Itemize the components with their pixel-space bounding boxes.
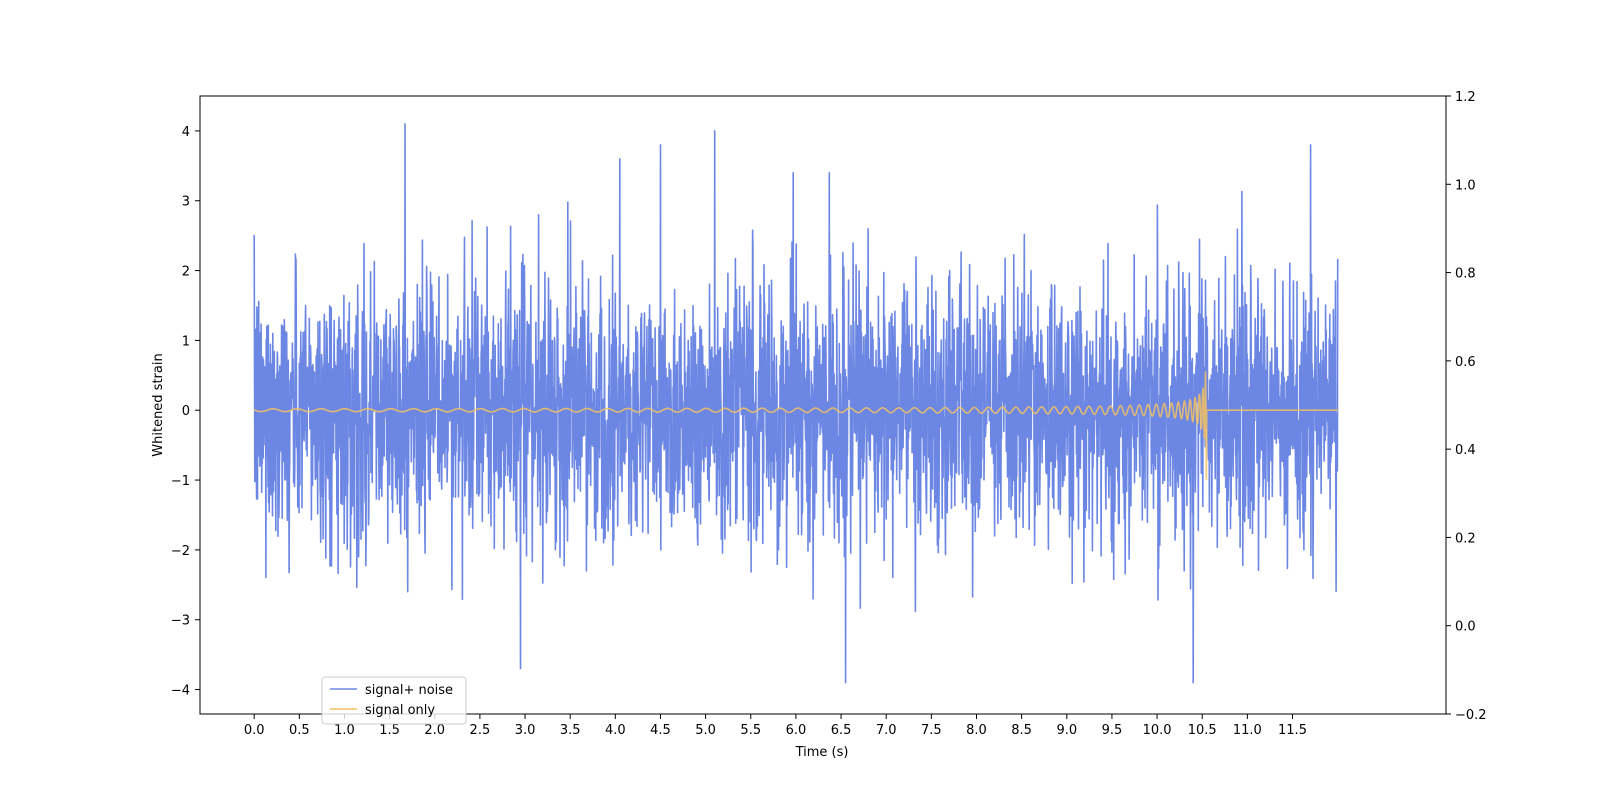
y2-tick-label: 0.8	[1455, 267, 1476, 282]
x-tick-label: 7.0	[876, 723, 897, 738]
y-tick-label: 2	[182, 265, 190, 280]
x-tick-label: 1.5	[379, 723, 400, 738]
y2-tick-label: −0.2	[1455, 708, 1487, 723]
x-tick-label: 2.0	[424, 723, 445, 738]
x-tick-label: 2.5	[470, 723, 491, 738]
y-axis-label: Whitened strain	[151, 353, 166, 456]
x-tick-label: 1.0	[334, 723, 355, 738]
x-tick-label: 0.0	[244, 723, 265, 738]
y2-tick-label: 1.0	[1455, 178, 1476, 193]
x-axis: 0.0 0.5 1.0 1.5 2.0 2.5 3.0 3.5 4.0 4.5 5.0 5.5 6.0 6…	[244, 714, 1307, 738]
x-tick-label: 6.5	[831, 723, 852, 738]
y2-tick-label: 0.4	[1455, 443, 1476, 458]
x-tick-label: 10.5	[1188, 723, 1217, 738]
x-tick-label: 0.5	[289, 723, 310, 738]
x-tick-label: 5.0	[695, 723, 716, 738]
legend-label-signal-only: signal only	[365, 703, 435, 718]
x-tick-label: 9.5	[1102, 723, 1123, 738]
legend: signal+ noise signal only	[321, 676, 467, 725]
x-tick-label: 3.0	[515, 723, 536, 738]
x-tick-label: 8.0	[966, 723, 987, 738]
y-tick-label: 0	[182, 404, 190, 419]
x-tick-label: 11.5	[1278, 723, 1307, 738]
x-tick-label: 7.5	[921, 723, 942, 738]
series-line-signal-only	[253, 371, 1339, 481]
plot-frame	[199, 95, 1447, 715]
y2-tick-label: 1.2	[1455, 90, 1476, 105]
plot-area	[199, 95, 1447, 715]
x-tick-label: 11.0	[1233, 723, 1262, 738]
x-tick-label: 3.5	[560, 723, 581, 738]
y-tick-label: 4	[182, 125, 190, 140]
y-tick-label: −3	[171, 614, 190, 629]
y2-tick-label: 0.6	[1455, 355, 1476, 370]
x-tick-label: 5.5	[740, 723, 761, 738]
series-line-signal-noise	[253, 123, 1339, 684]
y-tick-label: −2	[171, 544, 190, 559]
x-tick-label: 4.0	[605, 723, 626, 738]
x-tick-label: 9.0	[1056, 723, 1077, 738]
y2-tick-label: 0.2	[1455, 531, 1476, 546]
x-axis-label: Time (s)	[795, 745, 849, 760]
y-tick-label: 1	[182, 334, 190, 349]
y2-tick-label: 0.0	[1455, 620, 1476, 635]
y-tick-label: 3	[182, 195, 190, 210]
x-tick-label: 4.5	[650, 723, 671, 738]
y-tick-label: −1	[171, 474, 190, 489]
y-tick-label: −4	[171, 684, 190, 699]
legend-label-signal-noise: signal+ noise	[365, 683, 453, 698]
x-tick-label: 8.5	[1011, 723, 1032, 738]
y-axis: −4 −3 −2 −1 0 1 2 3 4	[171, 125, 200, 699]
x-tick-label: 6.0	[786, 723, 807, 738]
x-tick-label: 10.0	[1143, 723, 1172, 738]
y-axis-right: −0.2 0.0 0.2 0.4 0.6 0.8 1.0 1.2	[1446, 90, 1487, 723]
legend-frame	[321, 676, 467, 725]
